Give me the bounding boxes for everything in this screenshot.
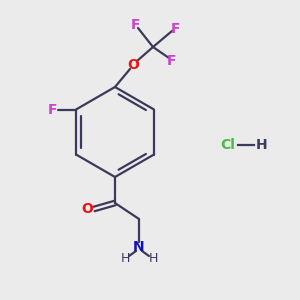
Text: H: H <box>256 138 268 152</box>
Text: O: O <box>127 58 139 72</box>
Text: F: F <box>130 18 140 32</box>
Text: F: F <box>170 22 180 36</box>
Text: O: O <box>81 202 93 216</box>
Text: Cl: Cl <box>220 138 236 152</box>
Text: N: N <box>133 240 145 254</box>
Text: F: F <box>166 54 176 68</box>
Text: H: H <box>120 253 130 266</box>
Text: F: F <box>47 103 57 116</box>
Text: H: H <box>148 253 158 266</box>
